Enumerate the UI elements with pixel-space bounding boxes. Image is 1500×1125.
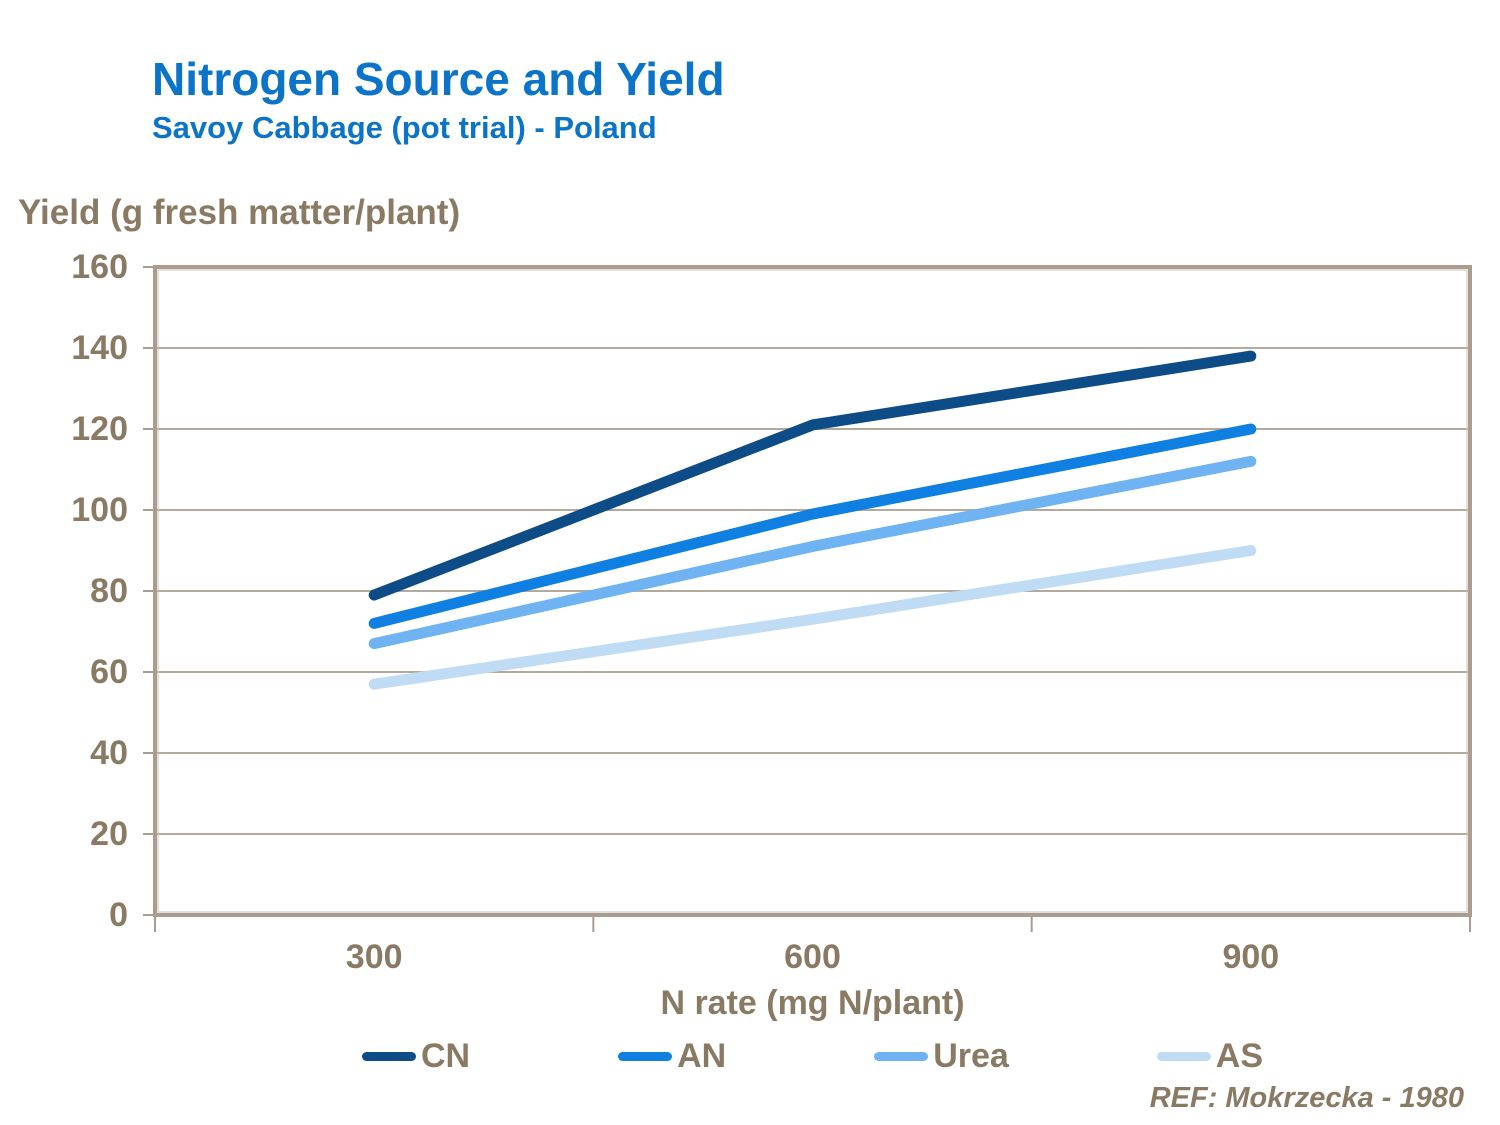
y-tick-label-140: 140 (71, 329, 128, 367)
legend-label-AS: AS (1215, 1036, 1264, 1075)
plot-border-inner-highlight (157, 269, 1468, 913)
y-tick-label-40: 40 (90, 734, 128, 772)
reference-text: REF: Mokrzecka - 1980 (1149, 1082, 1464, 1114)
y-tick-label-80: 80 (90, 572, 128, 610)
legend-label-AN: AN (677, 1036, 727, 1075)
series-line-AN (368, 423, 1257, 629)
series-line-Urea (368, 455, 1257, 650)
legend-item-AN: AN (618, 1037, 726, 1076)
legend-item-AS: AS (1156, 1036, 1264, 1076)
x-tick-label-300: 300 (345, 938, 403, 976)
chart-title: Nitrogen Source and Yield (152, 53, 725, 105)
legend-label-Urea: Urea (933, 1036, 1009, 1075)
x-tick-label-600: 600 (784, 938, 841, 976)
legend-item-Urea: Urea (874, 1037, 1009, 1076)
legend-swatch-CN (361, 1051, 416, 1061)
legend-swatch-AS (1156, 1051, 1211, 1061)
y-tick-label-160: 160 (71, 248, 128, 286)
x-tick-label-900: 900 (1222, 938, 1280, 976)
y-tick-label-20: 20 (90, 815, 128, 853)
series-line-AS (368, 545, 1257, 690)
series-line-CN (368, 350, 1257, 601)
plot-border (153, 265, 1472, 917)
legend: CN AN Urea AS (155, 1034, 1470, 1078)
y-axis-title: Yield (g fresh matter/plant) (18, 193, 461, 232)
y-tick-label-60: 60 (90, 653, 128, 691)
chart-subtitle: Savoy Cabbage (pot trial) - Poland (152, 110, 657, 145)
y-tick-label-100: 100 (71, 491, 128, 529)
legend-swatch-Urea (874, 1051, 929, 1061)
legend-item-CN: CN (361, 1036, 471, 1076)
y-tick-label-0: 0 (109, 896, 128, 934)
legend-swatch-AN (618, 1051, 673, 1061)
y-tick-label-120: 120 (71, 410, 128, 448)
x-axis-title: N rate (mg N/plant) (660, 984, 965, 1022)
legend-label-CN: CN (420, 1036, 471, 1075)
